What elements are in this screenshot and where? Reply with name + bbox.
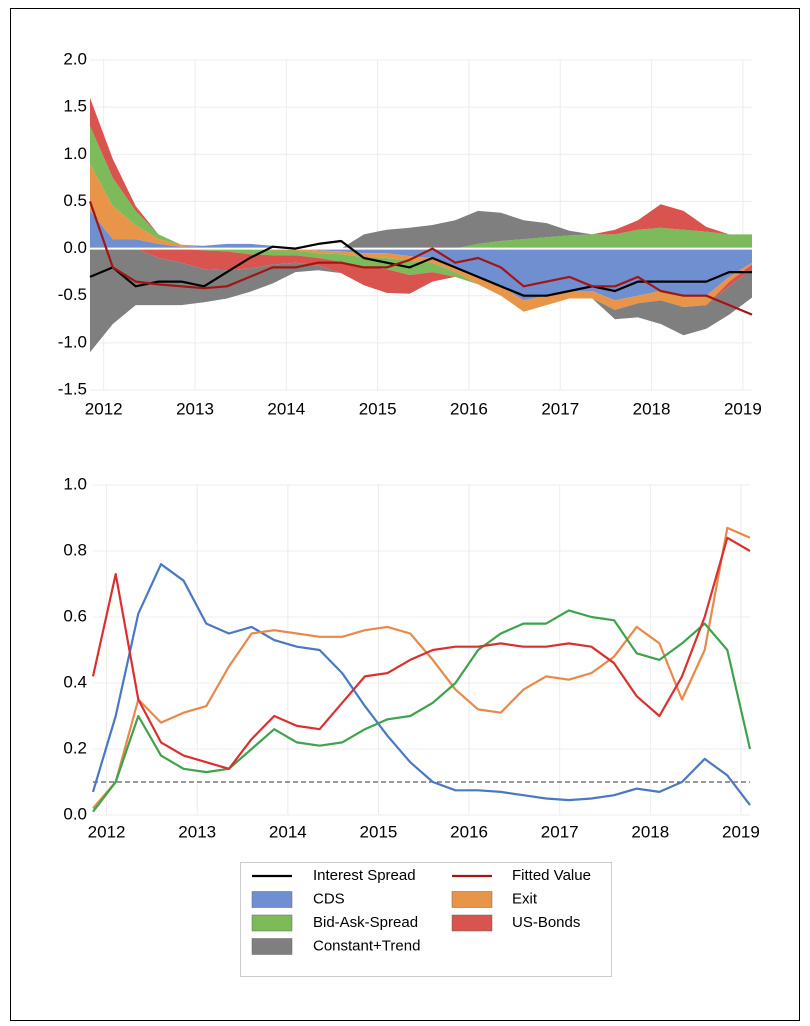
x-tick-label: 2018 — [631, 822, 669, 841]
x-tick-label: 2015 — [359, 399, 397, 418]
y-tick-label: 0.4 — [63, 672, 87, 691]
x-tick-label: 2016 — [450, 399, 488, 418]
x-tick-label: 2016 — [450, 822, 488, 841]
x-tick-label: 2018 — [633, 399, 671, 418]
line — [91, 536, 751, 770]
y-tick-label: 1.0 — [63, 144, 87, 163]
area — [90, 210, 752, 249]
x-tick-label: 2013 — [178, 822, 216, 841]
y-tick-label: -0.5 — [58, 285, 87, 304]
y-tick-label: 0.0 — [63, 804, 87, 823]
y-tick-label: 0.0 — [63, 238, 87, 257]
area — [90, 126, 752, 249]
x-tick-label: 2019 — [724, 399, 762, 418]
y-tick-label: 0.2 — [63, 738, 87, 757]
x-tick-label: 2015 — [360, 822, 398, 841]
x-tick-label: 2017 — [541, 822, 579, 841]
y-tick-label: 1.5 — [63, 97, 87, 116]
legend-label: Fitted Value — [512, 867, 591, 884]
x-tick-label: 2014 — [267, 399, 305, 418]
legend-swatch — [251, 891, 293, 908]
legend-label: CDS — [313, 890, 345, 907]
legend: Interest Spread Fitted Value CDS Exit Bid-As… — [251, 867, 591, 955]
line — [92, 609, 752, 813]
area — [90, 97, 752, 249]
x-tick-label: 2012 — [85, 399, 123, 418]
x-tick-label: 2019 — [722, 822, 760, 841]
y-tick-label: -1.5 — [58, 379, 87, 398]
y-tick-label: -1.0 — [58, 332, 87, 351]
legend-label: Exit — [512, 890, 538, 907]
line — [92, 526, 751, 810]
legend-label: US-Bonds — [512, 914, 580, 931]
weights-panel: 0.0 0.2 0.4 0.6 0.8 1.0 2012 2013 2014 2015 2016 20… — [63, 474, 759, 841]
legend-label: Interest Spread — [313, 867, 416, 884]
legend-swatch — [451, 891, 493, 908]
area — [90, 163, 752, 249]
area — [90, 248, 752, 312]
line — [91, 563, 751, 806]
x-tick-label: 2014 — [269, 822, 307, 841]
y-tick-label: 2.0 — [63, 49, 87, 68]
legend-swatch — [451, 914, 493, 932]
legend-label: Constant+Trend — [313, 937, 420, 954]
area — [90, 248, 752, 312]
legend-box — [240, 862, 612, 977]
x-tick-label: 2013 — [176, 399, 214, 418]
y-tick-label: 1.0 — [63, 474, 87, 493]
y-tick-label: 0.6 — [63, 606, 87, 625]
legend-swatch — [251, 914, 293, 932]
line — [88, 201, 753, 316]
y-tick-label: 0.5 — [63, 191, 87, 210]
decomposition-panel: -1.5 -1.0 -0.5 0.0 0.5 1.0 1.5 2.0 2012 2013 2014 2… — [58, 49, 762, 418]
x-tick-label: 2017 — [541, 399, 579, 418]
legend-label: Bid-Ask-Spread — [313, 914, 418, 931]
legend-swatch — [251, 938, 293, 955]
line — [89, 239, 752, 297]
x-tick-label: 2012 — [88, 822, 126, 841]
y-tick-label: 0.8 — [63, 540, 87, 559]
